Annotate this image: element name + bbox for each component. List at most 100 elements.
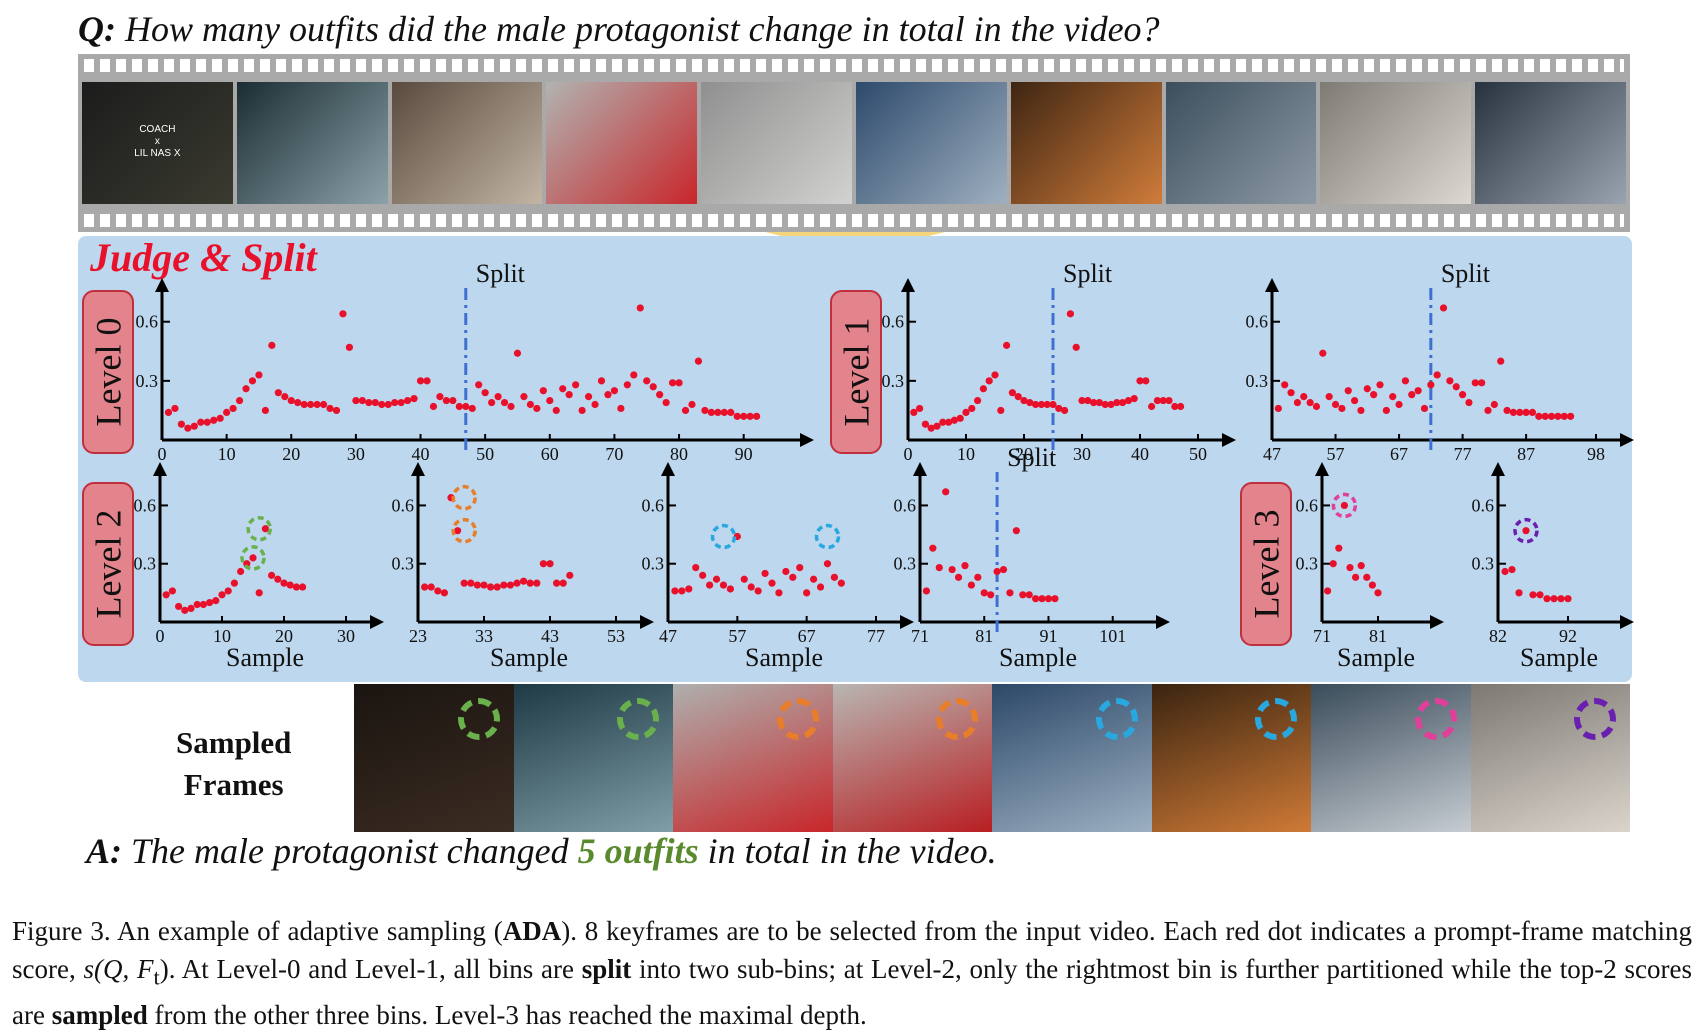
score-point [1084, 396, 1092, 405]
score-point [1300, 393, 1308, 401]
score-point [1557, 595, 1565, 603]
score-point [935, 564, 943, 572]
score-point [1401, 377, 1410, 385]
answer-after: in total in the video. [698, 831, 997, 871]
caption-bold-split: split [581, 954, 632, 984]
score-point [1124, 396, 1132, 405]
caption-text: Figure 3. An example of adaptive samplin… [12, 916, 503, 946]
score-point [997, 406, 1005, 415]
score-point [1312, 402, 1321, 411]
score-point [688, 400, 696, 409]
answer-before: The male protagonist changed [131, 831, 578, 871]
question-label: Q: [78, 9, 116, 49]
score-point [473, 581, 481, 589]
score-point [423, 377, 431, 385]
score-point [1072, 343, 1080, 351]
score-point [706, 581, 714, 589]
x-tick-label: 47 [659, 626, 677, 646]
x-tick-label: 30 [1073, 444, 1091, 464]
score-point [1566, 412, 1575, 420]
score-point [164, 408, 173, 416]
score-point [427, 583, 435, 591]
score-point [203, 418, 211, 426]
level-3-badge: Level 3 [1240, 482, 1292, 646]
score-point [274, 575, 282, 583]
score-point [1522, 408, 1530, 416]
score-point [235, 396, 244, 405]
score-point [500, 581, 508, 589]
score-point [740, 412, 748, 420]
dashed-ring-icon [936, 698, 978, 740]
y-axis-arrow-icon [913, 462, 927, 476]
score-point [1550, 595, 1558, 603]
score-point [224, 587, 232, 595]
y-axis-arrow-icon [1265, 278, 1279, 292]
split-label: Split [1441, 259, 1491, 288]
x-axis-label: Sample [999, 643, 1077, 672]
score-point [1536, 591, 1544, 599]
figure-caption: Figure 3. An example of adaptive samplin… [12, 912, 1692, 1034]
judge-split-title: Judge & Split [90, 235, 317, 280]
score-point [974, 396, 982, 405]
x-axis-label: Sample [226, 643, 304, 672]
score-point [421, 583, 429, 591]
score-point [212, 597, 220, 605]
y-tick-label: 0.6 [392, 495, 415, 515]
score-point [954, 573, 963, 581]
sampled-frame-5 [992, 684, 1152, 832]
x-axis-label: Sample [745, 643, 823, 672]
caption-bold-sampled: sampled [51, 1000, 148, 1031]
score-point [1363, 385, 1371, 393]
x-tick-label: 98 [1587, 444, 1605, 464]
score-point [261, 406, 270, 415]
score-point [967, 581, 975, 589]
score-point [255, 371, 263, 379]
score-point [623, 381, 631, 389]
y-tick-label: 0.6 [1472, 495, 1495, 515]
score-point [945, 418, 953, 426]
dashed-ring-icon [1255, 698, 1297, 740]
score-point [210, 416, 218, 424]
sampled-frame-4 [832, 684, 992, 832]
x-tick-label: 81 [1369, 626, 1387, 646]
score-point [520, 577, 528, 585]
score-point [1515, 589, 1523, 597]
score-point [948, 565, 956, 574]
x-tick-label: 33 [475, 626, 493, 646]
score-point [1119, 398, 1127, 407]
score-point [300, 400, 308, 409]
score-point [1020, 396, 1028, 405]
y-axis-arrow-icon [661, 462, 675, 476]
score-point [1564, 595, 1572, 603]
score-point [1038, 595, 1046, 603]
score-point [1026, 398, 1034, 407]
x-tick-label: 40 [1131, 444, 1149, 464]
score-point [921, 420, 930, 428]
film-perforation-bottom [84, 214, 1624, 227]
score-point [429, 402, 438, 411]
score-point [1357, 562, 1365, 570]
x-tick-label: 20 [275, 626, 293, 646]
score-point [442, 396, 450, 405]
frame-6 [855, 82, 1007, 204]
score-point [460, 579, 468, 587]
score-point [837, 579, 845, 587]
dashed-ring-icon [1574, 698, 1616, 740]
score-point [434, 587, 442, 595]
score-point [617, 404, 625, 413]
score-point [1136, 377, 1144, 385]
score-point [546, 560, 554, 568]
score-point [1554, 412, 1562, 420]
score-point [1037, 400, 1045, 409]
score-point [643, 377, 651, 385]
score-point [597, 377, 606, 385]
score-point [1478, 379, 1486, 387]
score-point [810, 575, 818, 583]
score-point [507, 402, 515, 411]
score-point [559, 385, 567, 393]
caption-formula-sub: t [153, 964, 160, 990]
score-point [1543, 595, 1551, 603]
x-tick-label: 67 [798, 626, 816, 646]
score-point [1165, 396, 1173, 405]
score-point [1420, 404, 1429, 413]
